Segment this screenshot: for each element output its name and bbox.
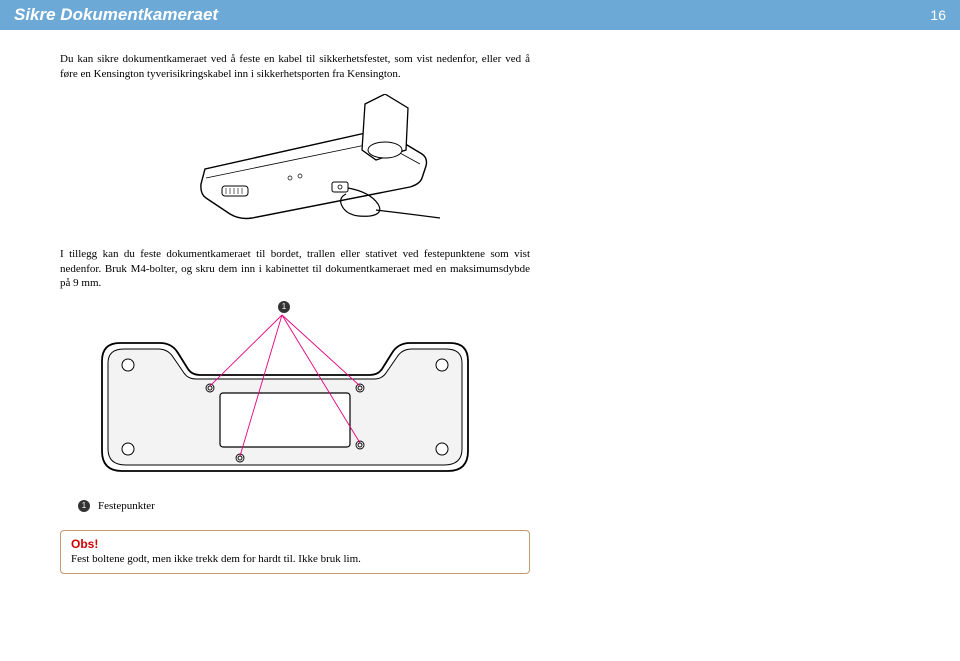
- legend-row: 1 Festepunkter: [78, 500, 600, 512]
- warning-box: Obs! Fest boltene godt, men ikke trekk d…: [60, 530, 530, 574]
- page-number: 16: [930, 7, 946, 23]
- warning-body: Fest boltene godt, men ikke trekk dem fo…: [71, 553, 519, 565]
- warning-title: Obs!: [71, 537, 519, 551]
- paragraph-1: Du kan sikre dokumentkameraet ved å fest…: [60, 52, 530, 82]
- content: Du kan sikre dokumentkameraet ved å fest…: [0, 30, 600, 574]
- figure-1: [60, 94, 560, 229]
- paragraph-2: I tillegg kan du feste dokumentkameraet …: [60, 247, 530, 292]
- header-bar: Sikre Dokumentkameraet 16: [0, 0, 960, 30]
- legend-marker-1: 1: [78, 500, 90, 512]
- legend-label-1: Festepunkter: [98, 500, 155, 512]
- page-title: Sikre Dokumentkameraet: [14, 5, 218, 25]
- figure-2: 1: [60, 303, 560, 488]
